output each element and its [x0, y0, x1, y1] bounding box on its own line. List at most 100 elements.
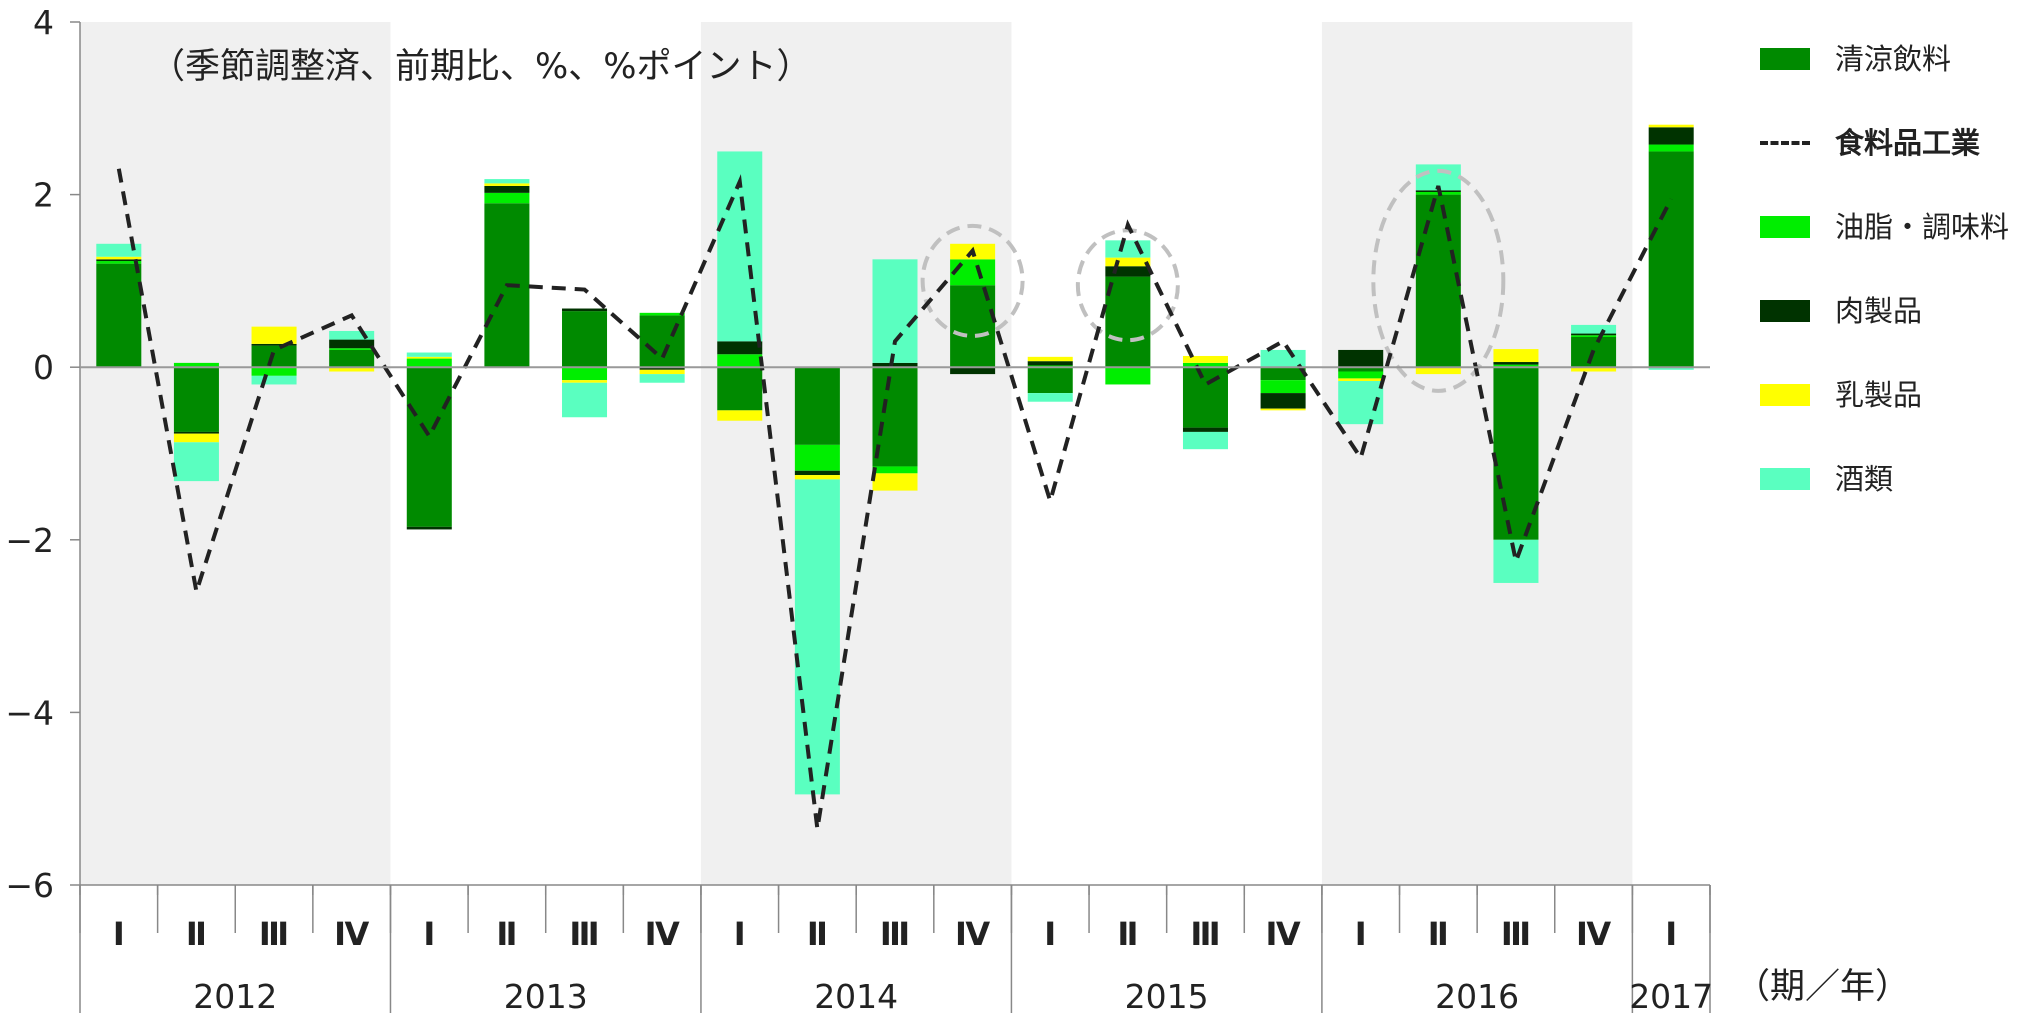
bar-segment-清涼飲料-17: [1415, 194, 1461, 368]
bar-segment-肉製品-20: [1648, 127, 1694, 145]
bar-segment-肉製品-7: [639, 367, 685, 370]
bar-segment-油脂・調味料-20: [1648, 144, 1694, 152]
year-label-2015: 2015: [1125, 977, 1209, 1013]
bar-segment-乳製品-8: [717, 410, 763, 421]
legend-label: 酒類: [1835, 462, 1894, 496]
bar-segment-油脂・調味料-7: [639, 312, 685, 316]
axes: [70, 21, 1711, 1013]
bar-segment-酒類-2: [251, 375, 297, 385]
legend-label: 油脂・調味料: [1835, 210, 2010, 244]
year-shade-2012: [80, 22, 391, 885]
bar-segment-乳製品-9: [794, 475, 840, 480]
bar-segment-清涼飲料-6: [562, 311, 608, 368]
bar-segment-肉製品-18: [1493, 362, 1539, 365]
quarter-label: Ⅱ: [1428, 915, 1449, 953]
year-label-2014: 2014: [814, 977, 898, 1013]
bar-segment-油脂・調味料-2: [251, 367, 297, 376]
line-食料品工業: [116, 168, 1673, 830]
bar-segment-清涼飲料-16: [1338, 367, 1384, 372]
stacked-bars: [96, 124, 1694, 795]
quarter-label: Ⅲ: [1190, 915, 1220, 953]
bar-segment-油脂・調味料-10: [872, 466, 918, 474]
bar-segment-肉製品-6: [562, 308, 608, 312]
bar-segment-清涼飲料-20: [1648, 151, 1694, 368]
quarter-label: Ⅳ: [1266, 915, 1301, 953]
y-tick-label: −2: [5, 521, 54, 560]
bar-segment-油脂・調味料-9: [794, 444, 840, 471]
bar-segment-清涼飲料-4: [406, 367, 452, 527]
quarter-label: Ⅱ: [807, 915, 828, 953]
bar-segment-肉製品-10: [872, 362, 918, 368]
bar-segment-肉製品-15: [1260, 393, 1306, 409]
bar-segment-清涼飲料-0: [96, 263, 142, 368]
quarter-label: Ⅰ: [1044, 915, 1056, 953]
bar-segment-乳製品-4: [406, 356, 452, 359]
bar-segment-肉製品-5: [484, 185, 530, 193]
bar-segment-油脂・調味料-3: [329, 348, 375, 350]
bar-segment-油脂・調味料-14: [1182, 362, 1228, 368]
bar-segment-酒類-1: [173, 442, 219, 482]
legend-swatch: [1760, 468, 1810, 490]
bar-segment-酒類-14: [1182, 431, 1228, 450]
bar-segment-肉製品-1: [173, 431, 219, 434]
bar-segment-酒類-10: [872, 259, 918, 363]
bar-segment-油脂・調味料-5: [484, 192, 530, 204]
bar-segment-清涼飲料-9: [794, 367, 840, 445]
bar-segment-酒類-15: [1260, 349, 1306, 368]
bar-segment-油脂・調味料-8: [717, 354, 763, 368]
y-tick-label: 4: [33, 3, 54, 42]
bar-segment-乳製品-19: [1571, 367, 1617, 372]
quarter-label: Ⅲ: [259, 915, 289, 953]
bar-segment-肉製品-3: [329, 339, 375, 349]
bar-segment-乳製品-6: [562, 380, 608, 383]
year-label-2012: 2012: [193, 977, 277, 1013]
quarter-label: Ⅳ: [1576, 915, 1611, 953]
bar-segment-酒類-0: [96, 243, 142, 257]
bar-segment-清涼飲料-8: [717, 367, 763, 411]
legend-item: 油脂・調味料: [1760, 208, 2040, 292]
legend-label: 乳製品: [1835, 378, 1923, 412]
bar-segment-乳製品-12: [1027, 356, 1073, 362]
bar-segment-肉製品-14: [1182, 427, 1228, 432]
quarter-label: Ⅰ: [734, 915, 746, 953]
bar-segment-肉製品-0: [96, 259, 142, 262]
bar-segment-油脂・調味料-0: [96, 261, 142, 264]
bar-segment-酒類-7: [639, 374, 685, 383]
bar-segment-肉製品-11: [950, 367, 996, 375]
legend-label: 食料品工業: [1835, 126, 1981, 160]
y-tick-label: 2: [33, 176, 54, 215]
year-label-2017: 2017: [1629, 977, 1713, 1013]
quarter-label: Ⅲ: [569, 915, 599, 953]
quarter-label: Ⅰ: [1355, 915, 1367, 953]
bar-segment-酒類-5: [484, 179, 530, 184]
year-label-2016: 2016: [1435, 977, 1519, 1013]
quarter-label: Ⅳ: [645, 915, 680, 953]
quarter-label: Ⅳ: [334, 915, 369, 953]
highlight-circles: [920, 168, 1506, 393]
quarter-label: Ⅰ: [113, 915, 125, 953]
y-tick-labels: −6 −4 −2 0 2 4: [5, 3, 54, 905]
bar-segment-清涼飲料-3: [329, 349, 375, 368]
bar-segment-乳製品-10: [872, 473, 918, 491]
bar-segment-油脂・調味料-15: [1260, 380, 1306, 394]
bar-segment-清涼飲料-13: [1105, 276, 1151, 368]
bar-segment-乳製品-2: [251, 326, 297, 344]
legend-item: 食料品工業: [1760, 124, 2040, 208]
bar-segment-酒類-12: [1027, 393, 1073, 402]
bar-segment-油脂・調味料-1: [173, 362, 219, 368]
bar-segment-肉製品-8: [717, 341, 763, 355]
bar-segment-肉製品-13: [1105, 266, 1151, 277]
legend-swatch: [1760, 384, 1810, 406]
bar-segment-乳製品-3: [329, 367, 375, 372]
bar-segment-乳製品-7: [639, 369, 685, 375]
bar-segment-油脂・調味料-13: [1105, 367, 1151, 385]
bar-segment-乳製品-13: [1105, 257, 1151, 267]
legend-label: 清涼飲料: [1835, 42, 1952, 76]
bar-segment-油脂・調味料-18: [1493, 364, 1539, 368]
bar-segment-酒類-9: [794, 479, 840, 795]
bar-segment-酒類-3: [329, 330, 375, 340]
highlight-circle-13: [1075, 228, 1180, 343]
y-tick-label: 0: [33, 348, 54, 387]
bar-segment-油脂・調味料-6: [562, 367, 608, 381]
